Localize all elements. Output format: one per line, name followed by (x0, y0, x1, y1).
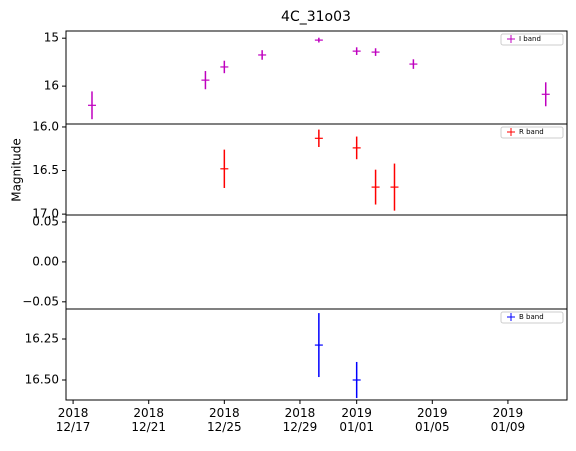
legend-label: B band (519, 313, 544, 321)
x-tick-label: 2018 12/25 (207, 406, 242, 434)
legend-box (500, 33, 564, 46)
panel-frame (65, 30, 568, 125)
legend-box (500, 311, 564, 324)
chart-title: 4C_31o03 (281, 9, 351, 25)
panel-frame (65, 308, 568, 401)
y-tick-label: 16.0 (32, 119, 59, 133)
y-axis-label: Magnitude (10, 138, 24, 202)
legend-label: R band (519, 128, 544, 136)
y-tick-label: −0.05 (22, 294, 59, 308)
legend-label: I band (519, 35, 541, 43)
panel-frame (65, 123, 568, 216)
x-tick-label: 2018 12/21 (131, 406, 166, 434)
y-tick-label: 17.0 (32, 207, 59, 221)
x-tick-label: 2018 12/17 (55, 406, 91, 434)
y-tick-label: 16.25 (25, 332, 59, 346)
y-tick-label: 0.05 (32, 215, 59, 229)
y-tick-label: 16.5 (32, 163, 59, 177)
x-tick-label: 2019 01/05 (415, 406, 450, 434)
x-tick-label: 2018 12/29 (282, 406, 318, 434)
legend-box (500, 126, 564, 139)
panel-frame (65, 214, 568, 310)
y-tick-label: 16 (44, 79, 59, 93)
y-tick-label: 0.00 (32, 254, 59, 268)
x-tick-label: 2019 01/01 (339, 406, 374, 434)
y-tick-label: 16.50 (25, 372, 59, 386)
x-tick-label: 2019 01/09 (490, 406, 526, 434)
y-tick-label: 15 (44, 31, 59, 45)
